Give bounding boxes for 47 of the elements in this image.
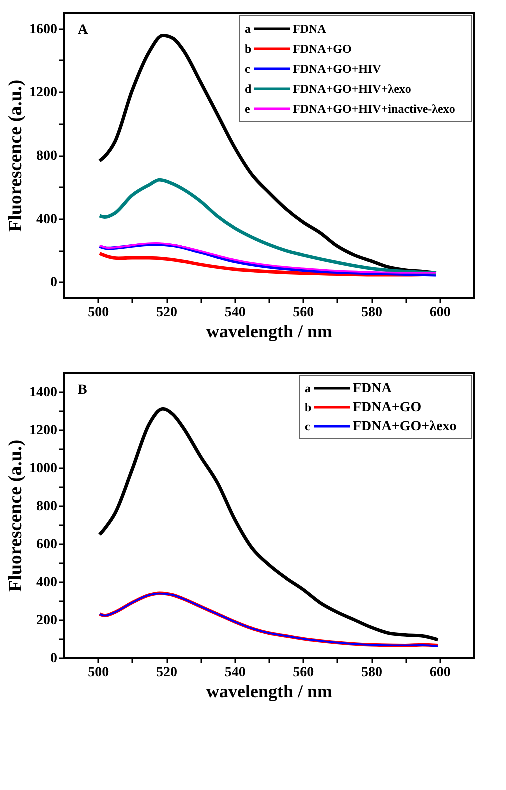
legend-label: FDNA+GO [293,42,352,56]
x-tick-label: 520 [156,306,178,320]
legend-label: FDNA+GO+HIV+λexo [293,82,412,96]
y-tick-label: 0 [50,652,58,666]
annotation: b [245,42,252,56]
y-tick-label: 800 [36,149,58,164]
y-tick-label: 1200 [30,424,58,438]
y-tick-label: 0 [50,276,58,291]
annotation: c [305,420,311,434]
annotation: c [245,62,251,76]
y-tick-label: 400 [36,576,58,590]
legend-label: FDNA [293,22,327,36]
annotation: e [245,102,251,116]
x-tick-label: 600 [430,306,451,320]
x-tick-label: 580 [362,666,382,680]
y-axis-title: Fluorescence (a.u.) [6,440,26,592]
x-axis-title: wavelength / nm [206,322,333,342]
annotation: d [245,82,252,96]
y-tick-label: 200 [36,614,58,628]
annotation: A [78,23,89,38]
x-tick-label: 500 [88,666,110,680]
annotation: B [78,383,88,398]
y-tick-label: 600 [36,538,58,552]
y-tick-label: 400 [36,212,58,228]
x-tick-label: 500 [88,306,110,320]
x-axis-title: wavelength / nm [206,682,333,702]
x-tick-label: 580 [362,306,382,320]
x-tick-label: 560 [293,306,314,320]
x-tick-label: 520 [156,666,178,680]
x-tick-label: 560 [293,666,314,680]
annotation: b [305,400,312,414]
legend-label: FDNA+GO+λexo [353,420,457,434]
x-tick-label: 600 [430,666,451,680]
x-tick-label: 540 [224,306,246,320]
legend-label: FDNA+GO+HIV [293,62,382,76]
y-tick-label: 800 [36,500,58,514]
y-tick-label: 1600 [30,22,58,38]
y-tick-label: 1400 [30,386,58,400]
y-tick-label: 1000 [30,462,58,476]
annotation: a [305,382,311,396]
legend-label: FDNA+GO+HIV+inactive-λexo [293,102,456,116]
legend-label: FDNA+GO [353,400,422,416]
y-tick-label: 1200 [30,86,58,101]
x-tick-label: 540 [224,666,246,680]
legend-label: FDNA [353,382,393,396]
y-axis-title: Fluorescence (a.u.) [6,80,26,232]
annotation: a [245,22,251,36]
